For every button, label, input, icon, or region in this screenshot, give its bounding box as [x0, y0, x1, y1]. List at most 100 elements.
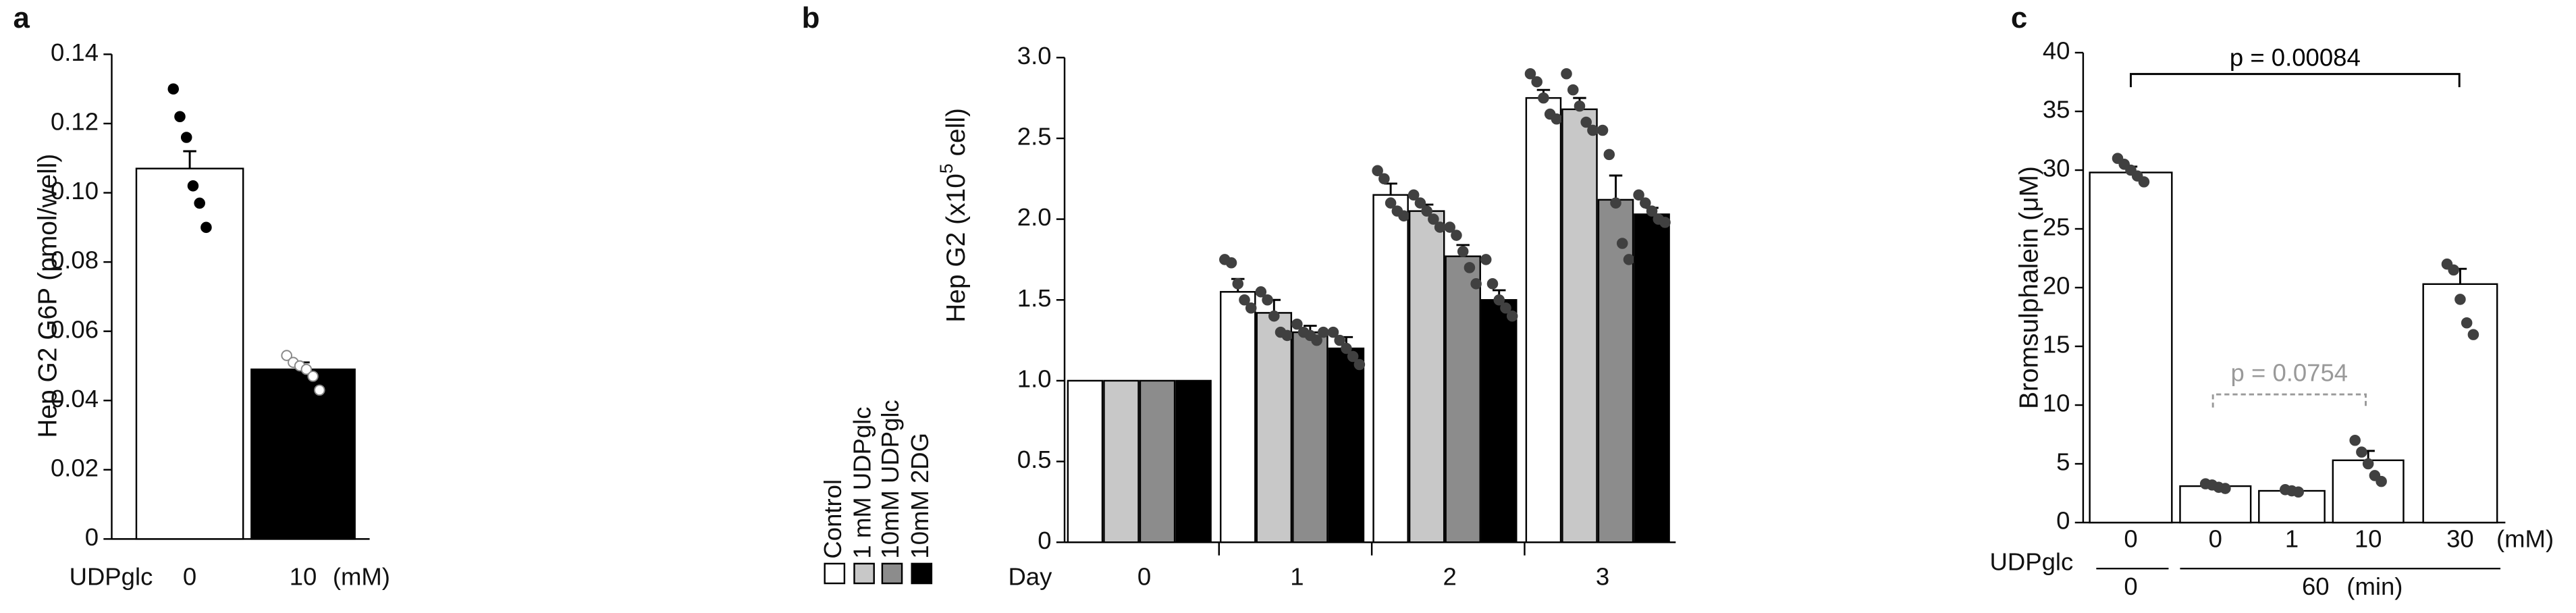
data-point — [1603, 149, 1615, 161]
data-point — [1421, 205, 1432, 217]
data-point — [1414, 197, 1426, 209]
data-point — [1506, 310, 1518, 322]
data-point — [281, 350, 292, 361]
data-point — [1398, 210, 1410, 222]
y-axis-label: Bromsulphalein (μM) — [2014, 166, 2043, 409]
data-point — [1480, 254, 1492, 265]
y-tick-label: 0.12 — [51, 108, 99, 136]
data-point — [1372, 165, 1383, 177]
data-point — [200, 221, 212, 234]
bar — [1525, 97, 1562, 543]
significance-bracket — [2211, 393, 2367, 408]
y-tick-label: 0.14 — [51, 38, 99, 66]
y-tick-label: 25 — [2043, 213, 2070, 241]
data-point — [1623, 254, 1635, 265]
x-tick-label: 3 — [1596, 562, 1609, 590]
legend-label: 1 mM UDPglc — [849, 406, 876, 558]
legend-swatch — [911, 562, 933, 585]
y-tick-label: 1.5 — [1017, 284, 1052, 312]
data-point — [2138, 176, 2150, 188]
data-point — [1255, 286, 1267, 298]
bar — [250, 368, 356, 540]
y-tick-label: 2.0 — [1017, 203, 1052, 231]
legend-label: 10mM 2DG — [906, 433, 934, 559]
data-point — [1428, 213, 1439, 225]
bar — [1067, 379, 1104, 543]
bar — [1480, 299, 1518, 543]
y-axis-label: Hep G2 G6P (pmol/well) — [33, 154, 62, 438]
data-point — [1457, 246, 1469, 257]
x-unit: (mM) — [2496, 525, 2554, 552]
x-unit: (mM) — [333, 562, 390, 590]
data-point — [1239, 294, 1250, 306]
data-point — [1551, 113, 1563, 125]
data-point — [2467, 329, 2479, 340]
data-point — [1232, 278, 1244, 290]
data-point — [1347, 350, 1359, 363]
bar — [1139, 379, 1176, 543]
data-point — [1434, 221, 1446, 233]
bar — [1634, 213, 1670, 543]
data-point — [1524, 68, 1536, 80]
data-point — [1281, 329, 1293, 342]
y-axis-label-part: Hep G2 (x10 — [942, 174, 971, 323]
y-tick-label: 0.5 — [1017, 446, 1052, 473]
y-tick-label: 0 — [2056, 507, 2070, 535]
data-point — [1378, 173, 1390, 185]
data-point — [187, 180, 199, 192]
data-point — [1311, 334, 1322, 346]
data-point — [1646, 205, 1658, 217]
data-point — [1444, 221, 1455, 233]
data-point — [1262, 294, 1273, 306]
x-row-label: UDPglc — [1990, 548, 2074, 576]
bar — [1175, 379, 1212, 543]
x-tick-label: 0 — [1137, 562, 1151, 590]
y-tick-label: 2.5 — [1017, 123, 1052, 151]
y-axis-label-part: cell) — [942, 108, 971, 163]
bar — [2179, 485, 2252, 524]
bar — [1561, 108, 1598, 543]
y-tick-label: 0.10 — [51, 177, 99, 205]
data-point — [1385, 197, 1397, 209]
data-point — [314, 384, 325, 396]
y-tick-label: 40 — [2043, 37, 2070, 65]
y-tick-label: 10 — [2043, 390, 2070, 417]
legend-swatch — [853, 562, 875, 585]
data-point — [1268, 310, 1280, 322]
data-point — [1407, 189, 1420, 201]
time-label: 60 — [2302, 572, 2330, 600]
x-tick-label: 1 — [1290, 562, 1304, 590]
y-axis-label: Hep G2 (x105 cell) — [936, 108, 971, 323]
bar — [1103, 379, 1139, 543]
data-point — [1451, 230, 1462, 241]
data-point — [2292, 486, 2304, 498]
data-point — [1318, 326, 1329, 338]
data-point — [2454, 294, 2466, 305]
bar — [1328, 347, 1365, 543]
data-point — [1640, 197, 1651, 209]
panel-letter: c — [2011, 1, 2027, 34]
data-point — [1500, 302, 1511, 314]
data-point — [307, 371, 319, 382]
panel-letter: a — [13, 1, 30, 34]
data-point — [1596, 124, 1609, 136]
y-tick-label: 0 — [1038, 527, 1051, 554]
legend-label: Control — [819, 479, 847, 559]
data-point — [1353, 358, 1366, 371]
data-point — [1531, 76, 1542, 88]
y-tick-label: 30 — [2043, 155, 2070, 182]
data-point — [2362, 458, 2374, 470]
panel-letter: b — [802, 1, 820, 34]
x-tick-label: 10 — [2355, 525, 2382, 552]
p-value-annotation: p = 0.0754 — [2231, 359, 2349, 387]
bar — [1256, 312, 1293, 543]
data-point — [2448, 264, 2459, 276]
x-axis-label: Day — [1008, 562, 1052, 590]
legend-swatch — [824, 562, 846, 585]
bar — [1408, 210, 1445, 543]
x-row-label: UDPglc — [70, 562, 153, 590]
bar — [1597, 198, 1634, 543]
x-tick-label: 0 — [2124, 525, 2137, 552]
data-point — [180, 132, 192, 143]
